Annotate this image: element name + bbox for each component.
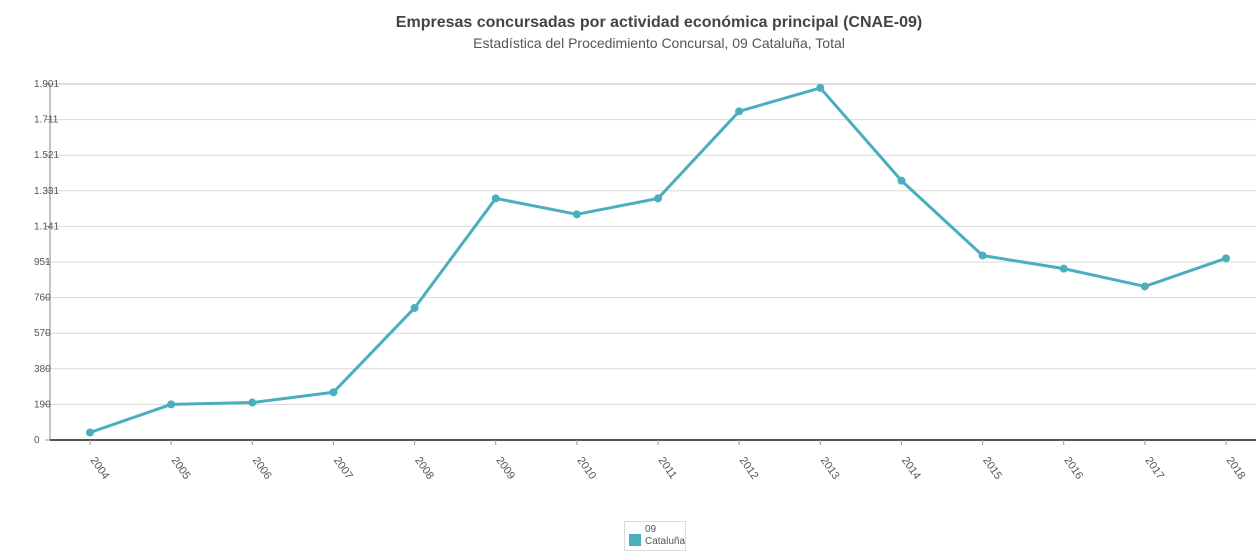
x-tick-label: 2008: [412, 455, 436, 482]
series: [86, 83, 1230, 437]
y-tick-label: 380: [34, 364, 51, 375]
data-point: [86, 428, 94, 437]
data-point: [654, 194, 662, 203]
y-tick-label: 570: [34, 328, 51, 339]
x-tick-label: 2014: [899, 455, 923, 482]
x-tick-label: 2016: [1061, 455, 1085, 482]
x-tick-label: 2012: [737, 455, 761, 482]
y-tick-label: 951: [34, 257, 51, 268]
series-line: [88, 86, 1228, 435]
x-tick-label: 2015: [980, 455, 1004, 482]
legend-label: 09 Cataluña: [645, 524, 686, 547]
data-point: [572, 210, 581, 219]
x-tick-label: 2005: [169, 455, 193, 482]
y-tick-label: 1.331: [34, 186, 59, 197]
data-point: [329, 388, 338, 397]
axes: [45, 83, 1256, 445]
legend-swatch: [629, 534, 641, 546]
x-tick-label: 2010: [574, 455, 598, 482]
y-tick-label: 1.901: [34, 79, 59, 90]
y-tick-label: 1.521: [34, 150, 59, 161]
y-tick-label: 1.711: [34, 115, 59, 126]
legend[interactable]: 09 Cataluña: [624, 521, 686, 551]
x-axis-ticks: 2004 2005 2006 2007 2008 2009 2010 2011 2012 2013…: [88, 455, 1248, 482]
data-point: [410, 303, 419, 312]
x-tick-label: 2018: [1224, 455, 1248, 482]
data-point: [735, 107, 744, 116]
x-tick-label: 2004: [88, 455, 112, 482]
x-tick-label: 2006: [250, 455, 274, 482]
chart-subtitle: Estadística del Procedimiento Concursal,…: [473, 35, 845, 51]
data-point: [1140, 282, 1149, 291]
data-point: [897, 176, 906, 185]
data-point: [248, 398, 257, 407]
grid-lines: [50, 83, 1256, 441]
y-tick-label: 190: [34, 399, 51, 410]
x-tick-label: 2013: [818, 455, 842, 482]
data-point: [491, 194, 500, 203]
x-tick-label: 2007: [331, 455, 355, 482]
y-axis-ticks: 0 190 380 570 760 951 1.141 1.331 1.521 1.711 1.90…: [34, 79, 59, 446]
y-tick-label: 0: [34, 435, 40, 446]
y-tick-label: 1.141: [34, 221, 59, 232]
y-tick-label: 760: [34, 293, 51, 304]
data-point: [167, 400, 176, 409]
chart-title: Empresas concursadas por actividad econó…: [395, 14, 923, 31]
data-point: [978, 251, 987, 260]
x-tick-label: 2017: [1142, 455, 1166, 482]
data-point: [1222, 254, 1230, 263]
x-tick-label: 2011: [656, 455, 679, 481]
data-point: [1059, 264, 1068, 273]
x-tick-label: 2009: [493, 455, 517, 482]
data-point: [816, 83, 825, 92]
